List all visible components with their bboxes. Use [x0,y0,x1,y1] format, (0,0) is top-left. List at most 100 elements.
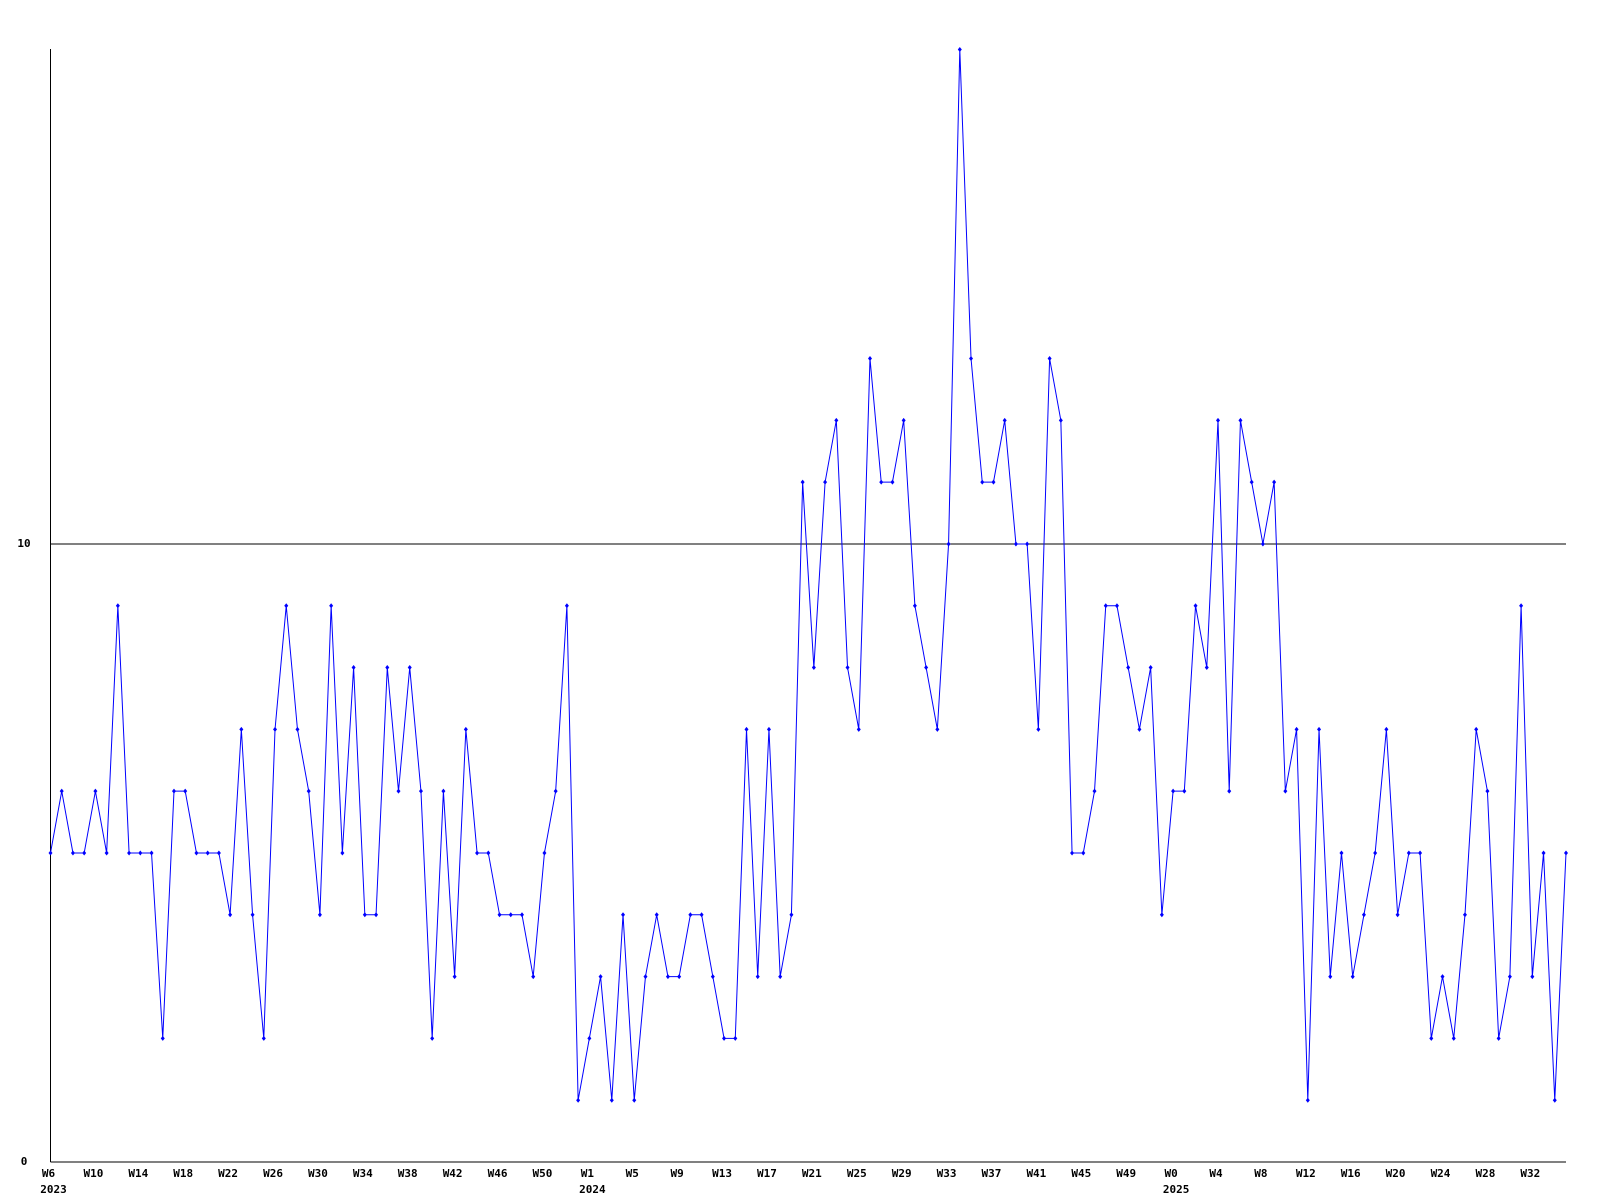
data-point [1283,788,1288,794]
data-point [1238,417,1243,423]
data-point [239,726,244,732]
x-tick-label: W9 [671,1167,684,1180]
data-point [890,479,895,485]
data-point [1025,541,1030,547]
data-point [418,788,423,794]
data-point [115,603,120,609]
data-point [688,912,693,918]
x-tick-label: W18 [173,1167,193,1180]
x-tick-label: W24 [1431,1167,1451,1180]
data-point [1215,417,1220,423]
data-point [138,850,143,856]
data-point [385,665,390,671]
data-point [407,665,412,671]
data-point [1350,974,1355,980]
data-point [70,850,75,856]
data-point [665,974,670,980]
data-point [1519,603,1524,609]
data-point [1485,788,1490,794]
data-point [1058,417,1063,423]
data-point [935,726,940,732]
data-point [48,850,53,856]
data-point [879,479,884,485]
data-point [1384,726,1389,732]
x-tick-label: W34 [353,1167,373,1180]
data-point [677,974,682,980]
data-point [250,912,255,918]
x-tick-label: W0 [1164,1167,1177,1180]
data-point [856,726,861,732]
data-point [1036,726,1041,732]
data-point [1126,665,1131,671]
data-point [1081,850,1086,856]
data-point [531,974,536,980]
x-tick-label: W50 [533,1167,553,1180]
data-point [598,974,603,980]
x-tick-label: W6 [42,1167,56,1180]
data-point [1429,1035,1434,1041]
data-point [1103,603,1108,609]
x-tick-label: W1 [581,1167,595,1180]
x-tick-label: W13 [712,1167,732,1180]
data-point [452,974,457,980]
data-point [1395,912,1400,918]
data-point [1171,788,1176,794]
data-point [1451,1035,1456,1041]
data-point [261,1035,266,1041]
data-point [228,912,233,918]
data-point [632,1097,637,1103]
x-tick-label: W17 [757,1167,777,1180]
data-point [340,850,345,856]
data-point [1564,850,1568,856]
data-point [699,912,704,918]
data-point [1013,541,1018,547]
data-point [1373,850,1378,856]
x-tick-label: W49 [1116,1167,1136,1180]
data-point [1339,850,1344,856]
data-point [1159,912,1164,918]
data-point [1227,788,1232,794]
data-point [475,850,480,856]
x-tick-label: W14 [128,1167,148,1180]
data-point [834,417,839,423]
x-tick-label: W29 [892,1167,912,1180]
data-point [733,1035,738,1041]
data-point [946,541,951,547]
data-point [1496,1035,1501,1041]
data-point [1249,479,1254,485]
x-tick-label: W5 [626,1167,639,1180]
data-point [1114,603,1119,609]
data-point [306,788,311,794]
data-point [317,912,322,918]
data-point [216,850,221,856]
x-tick-label: W22 [218,1167,238,1180]
data-point [722,1035,727,1041]
data-point [194,850,199,856]
x-tick-label: W37 [982,1167,1002,1180]
data-point [867,356,872,362]
data-point [183,788,188,794]
data-point [1406,850,1411,856]
x-tick-label: W25 [847,1167,867,1180]
data-point [486,850,491,856]
data-point [508,912,513,918]
data-point [924,665,929,671]
data-point [396,788,401,794]
data-point [273,726,278,732]
data-point [205,850,210,856]
data-point [1507,974,1512,980]
data-line [50,49,1567,1101]
x-tick-label: W10 [83,1167,103,1180]
data-point [744,726,749,732]
data-point [710,974,715,980]
data-point [284,603,289,609]
data-point [1092,788,1097,794]
data-point [1530,974,1535,980]
data-point [463,726,468,732]
data-point [800,479,805,485]
data-point [901,417,906,423]
data-point [1070,850,1075,856]
y-tick-label: 0 [21,1155,28,1168]
x-tick-label: W42 [443,1167,463,1180]
